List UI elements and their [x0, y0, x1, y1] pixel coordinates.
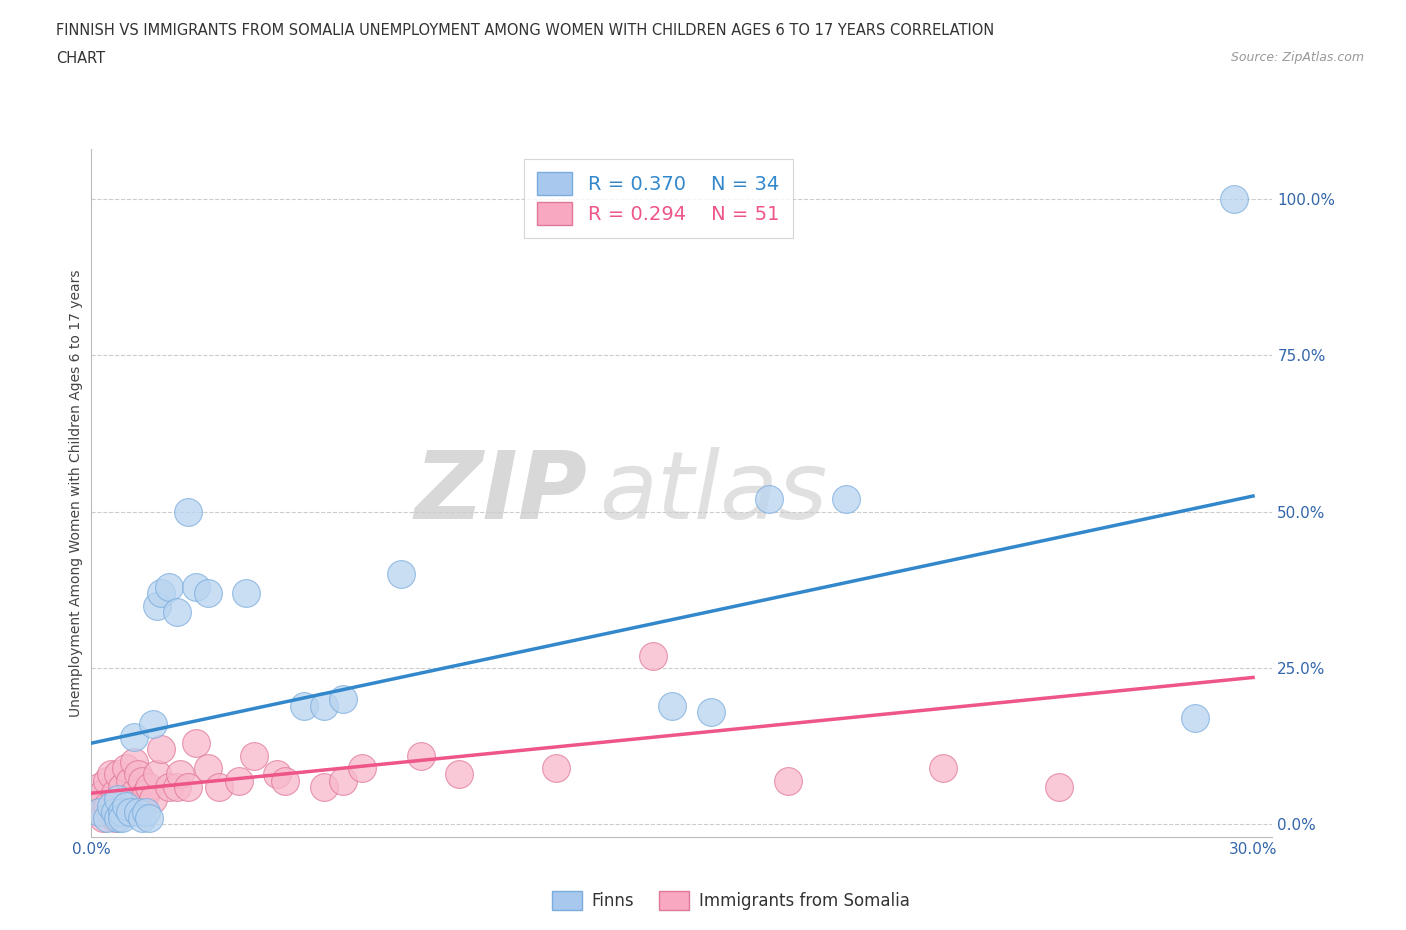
- Point: [150, 742, 173, 757]
- Point: [142, 792, 165, 807]
- Point: [96, 773, 118, 788]
- Point: [135, 804, 157, 819]
- Text: atlas: atlas: [599, 447, 828, 538]
- Point: [115, 792, 138, 807]
- Point: [150, 586, 173, 601]
- Point: [100, 798, 122, 813]
- Point: [131, 811, 153, 826]
- Text: CHART: CHART: [56, 51, 105, 66]
- Text: Source: ZipAtlas.com: Source: ZipAtlas.com: [1230, 51, 1364, 64]
- Point: [1049, 779, 1071, 794]
- Point: [332, 692, 354, 707]
- Point: [107, 798, 129, 813]
- Point: [111, 804, 134, 819]
- Point: [1222, 192, 1244, 206]
- Point: [312, 698, 335, 713]
- Point: [84, 792, 107, 807]
- Point: [409, 749, 432, 764]
- Point: [89, 804, 111, 819]
- Point: [389, 566, 412, 581]
- Point: [107, 767, 129, 782]
- Point: [131, 798, 153, 813]
- Point: [146, 598, 169, 613]
- Point: [96, 811, 118, 826]
- Point: [127, 767, 149, 782]
- Point: [352, 761, 374, 776]
- Point: [89, 779, 111, 794]
- Point: [166, 604, 188, 619]
- Point: [107, 792, 129, 807]
- Legend: Finns, Immigrants from Somalia: Finns, Immigrants from Somalia: [546, 884, 917, 917]
- Point: [544, 761, 567, 776]
- Point: [932, 761, 955, 776]
- Point: [184, 579, 207, 594]
- Point: [661, 698, 683, 713]
- Point: [1184, 711, 1206, 725]
- Point: [157, 779, 180, 794]
- Point: [197, 761, 219, 776]
- Point: [100, 767, 122, 782]
- Point: [111, 804, 134, 819]
- Point: [120, 798, 142, 813]
- Point: [166, 779, 188, 794]
- Point: [700, 704, 723, 719]
- Point: [138, 779, 160, 794]
- Point: [131, 773, 153, 788]
- Text: FINNISH VS IMMIGRANTS FROM SOMALIA UNEMPLOYMENT AMONG WOMEN WITH CHILDREN AGES 6: FINNISH VS IMMIGRANTS FROM SOMALIA UNEMP…: [56, 23, 994, 38]
- Y-axis label: Unemployment Among Women with Children Ages 6 to 17 years: Unemployment Among Women with Children A…: [69, 269, 83, 717]
- Text: ZIP: ZIP: [415, 447, 588, 538]
- Point: [157, 579, 180, 594]
- Point: [115, 761, 138, 776]
- Point: [111, 811, 134, 826]
- Point: [197, 586, 219, 601]
- Point: [778, 773, 800, 788]
- Point: [104, 804, 127, 819]
- Point: [243, 749, 266, 764]
- Point: [104, 786, 127, 801]
- Point: [332, 773, 354, 788]
- Point: [120, 804, 142, 819]
- Point: [228, 773, 250, 788]
- Point: [274, 773, 297, 788]
- Legend: R = 0.370    N = 34, R = 0.294    N = 51: R = 0.370 N = 34, R = 0.294 N = 51: [523, 158, 793, 238]
- Point: [120, 773, 142, 788]
- Point: [100, 804, 122, 819]
- Point: [169, 767, 191, 782]
- Point: [89, 804, 111, 819]
- Point: [177, 779, 200, 794]
- Point: [91, 786, 114, 801]
- Point: [127, 792, 149, 807]
- Point: [835, 492, 858, 507]
- Point: [184, 736, 207, 751]
- Point: [758, 492, 780, 507]
- Point: [292, 698, 315, 713]
- Point: [235, 586, 257, 601]
- Point: [449, 767, 471, 782]
- Point: [115, 798, 138, 813]
- Point: [122, 754, 145, 769]
- Point: [208, 779, 231, 794]
- Point: [146, 767, 169, 782]
- Point: [91, 811, 114, 826]
- Point: [138, 811, 160, 826]
- Point: [96, 798, 118, 813]
- Point: [107, 811, 129, 826]
- Point: [135, 786, 157, 801]
- Point: [127, 804, 149, 819]
- Point: [111, 779, 134, 794]
- Point: [142, 717, 165, 732]
- Point: [104, 811, 127, 826]
- Point: [177, 504, 200, 519]
- Point: [122, 786, 145, 801]
- Point: [122, 729, 145, 744]
- Point: [641, 648, 664, 663]
- Point: [266, 767, 288, 782]
- Point: [312, 779, 335, 794]
